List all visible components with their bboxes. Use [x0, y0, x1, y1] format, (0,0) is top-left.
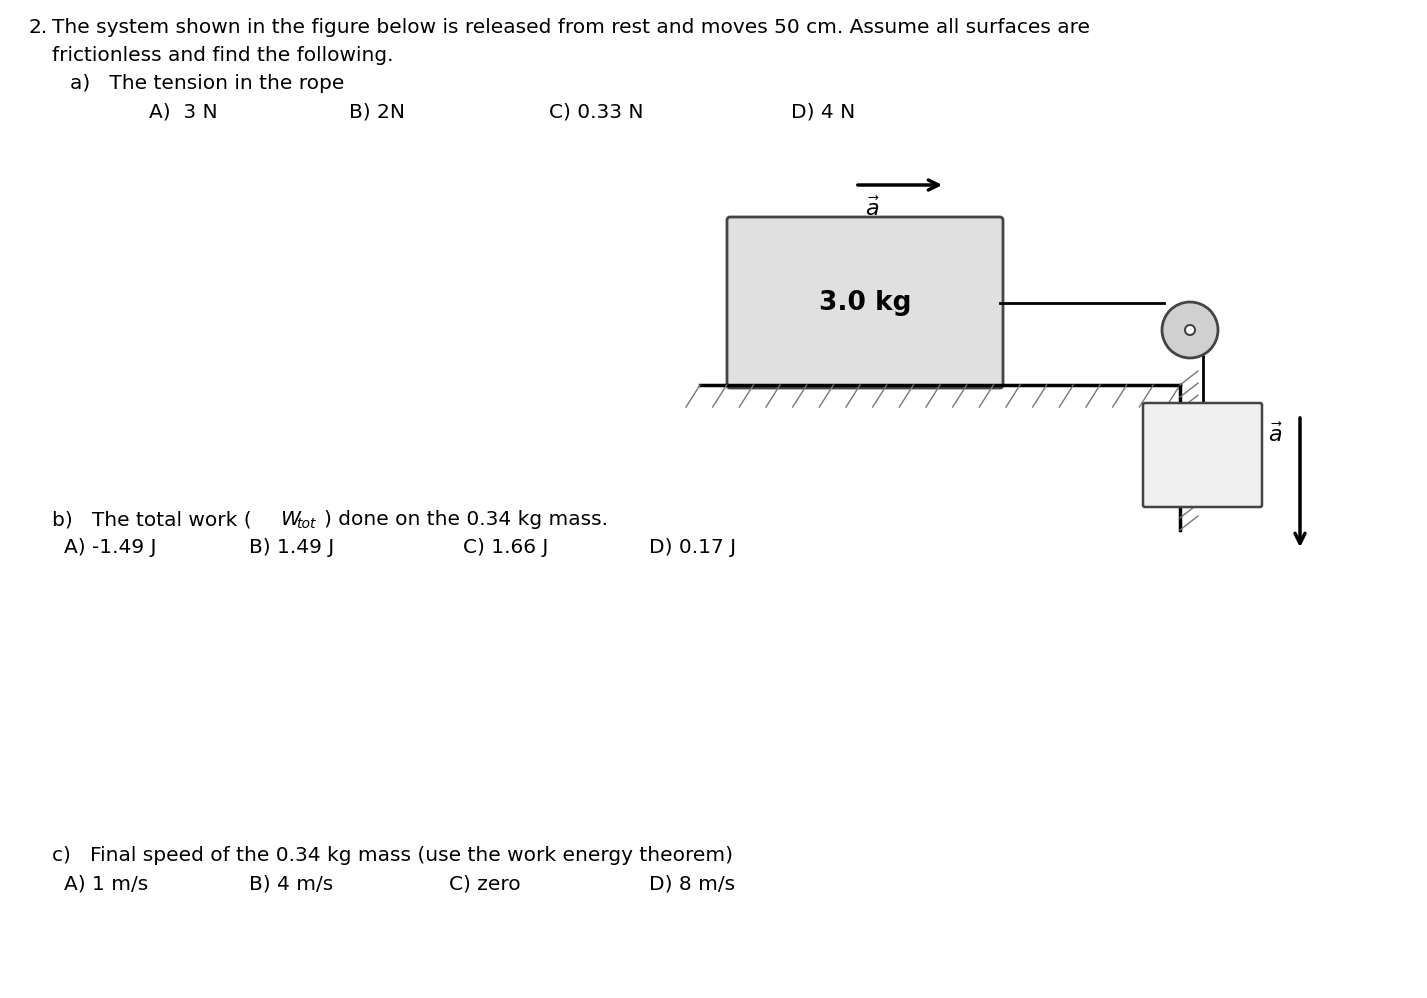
Text: The system shown in the figure below is released from rest and moves 50 cm. Assu: The system shown in the figure below is … — [51, 18, 1090, 37]
Text: D) 8 m/s: D) 8 m/s — [649, 874, 735, 893]
Circle shape — [1184, 325, 1194, 335]
Text: D) 0.17 J: D) 0.17 J — [649, 538, 736, 557]
Text: C) 1.66 J: C) 1.66 J — [462, 538, 548, 557]
Text: a)   The tension in the rope: a) The tension in the rope — [70, 74, 344, 93]
Text: A) 1 m/s: A) 1 m/s — [64, 874, 148, 893]
Text: W: W — [280, 510, 300, 529]
FancyBboxPatch shape — [1143, 403, 1261, 507]
Text: B) 2N: B) 2N — [350, 102, 405, 121]
Text: C) zero: C) zero — [450, 874, 521, 893]
Text: B) 4 m/s: B) 4 m/s — [248, 874, 334, 893]
Circle shape — [1162, 302, 1219, 358]
Text: ) done on the 0.34 kg mass.: ) done on the 0.34 kg mass. — [324, 510, 608, 529]
FancyBboxPatch shape — [726, 217, 1003, 388]
Text: tot: tot — [295, 517, 315, 531]
Text: 2.: 2. — [29, 18, 47, 37]
Text: $\vec{a}$: $\vec{a}$ — [1269, 423, 1283, 446]
Text: c)   Final speed of the 0.34 kg mass (use the work energy theorem): c) Final speed of the 0.34 kg mass (use … — [51, 846, 733, 865]
Text: A)  3 N: A) 3 N — [148, 102, 218, 121]
Text: C) 0.33 N: C) 0.33 N — [549, 102, 644, 121]
Text: 0.34 kg: 0.34 kg — [1172, 446, 1234, 464]
Text: A) -1.49 J: A) -1.49 J — [64, 538, 157, 557]
Text: b)   The total work (: b) The total work ( — [51, 510, 251, 529]
Text: 3.0 kg: 3.0 kg — [819, 289, 912, 315]
Text: $\vec{a}$: $\vec{a}$ — [865, 197, 880, 221]
Text: B) 1.49 J: B) 1.49 J — [248, 538, 334, 557]
Text: D) 4 N: D) 4 N — [791, 102, 855, 121]
Text: frictionless and find the following.: frictionless and find the following. — [51, 46, 394, 65]
